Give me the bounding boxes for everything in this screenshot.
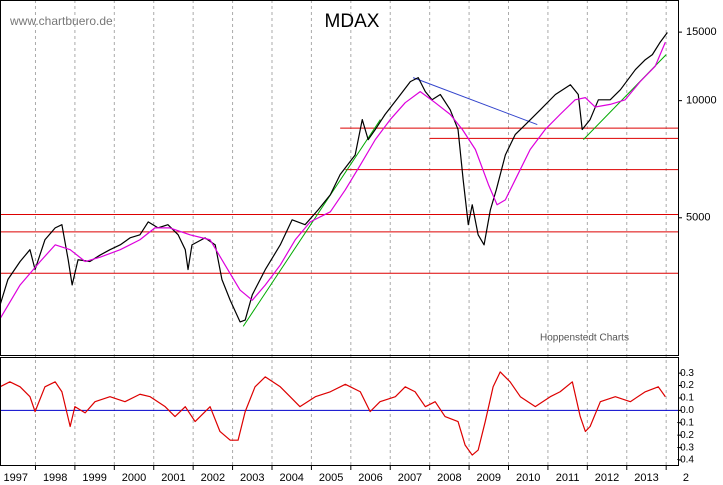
y-tick-label: 10000 (686, 95, 717, 107)
x-tick-label: 2004 (279, 472, 303, 484)
y-tick-label: 0.3 (680, 368, 694, 379)
trend-line (412, 77, 538, 126)
x-tick-label: 2006 (358, 472, 382, 484)
y-tick-label: 15000 (686, 26, 717, 38)
series-line (0, 32, 668, 323)
series-line (0, 371, 666, 456)
y-tick-label: -0.2 (677, 430, 695, 441)
x-tick-label: 2 (683, 472, 689, 484)
lower-frame (0, 357, 679, 466)
y-tick-label: 0.1 (680, 393, 694, 404)
x-tick-label: 2007 (398, 472, 422, 484)
x-tick-label: 1997 (4, 472, 28, 484)
x-tick-label: 2012 (595, 472, 619, 484)
x-tick-label: 2000 (122, 472, 146, 484)
y-tick-label: -0.4 (677, 455, 695, 466)
x-tick-label: 2009 (477, 472, 501, 484)
x-tick-label: 2002 (201, 472, 225, 484)
trend-line (242, 119, 381, 327)
source: www.chartbuero.de (9, 14, 113, 28)
upper-frame (0, 0, 679, 356)
y-tick-label: -0.3 (677, 442, 695, 453)
y-tick-label: 5000 (686, 212, 710, 224)
credit: Hoppenstedt Charts (540, 333, 629, 344)
x-tick-label: 2001 (161, 472, 185, 484)
series-line (0, 41, 666, 320)
x-tick-label: 1999 (82, 472, 106, 484)
x-tick-label: 2013 (634, 472, 658, 484)
x-tick-label: 2010 (516, 472, 540, 484)
x-tick-label: 2003 (240, 472, 264, 484)
x-tick-label: 1998 (43, 472, 67, 484)
y-tick-label: 0.2 (680, 380, 694, 391)
chart-title: MDAX (325, 11, 380, 32)
y-tick-label: 0.0 (680, 405, 694, 416)
plot (0, 32, 678, 456)
x-tick-label: 2008 (437, 472, 461, 484)
y-tick-label: -0.1 (677, 417, 695, 428)
x-tick-label: 2005 (319, 472, 343, 484)
x-tick-label: 2011 (556, 472, 580, 484)
